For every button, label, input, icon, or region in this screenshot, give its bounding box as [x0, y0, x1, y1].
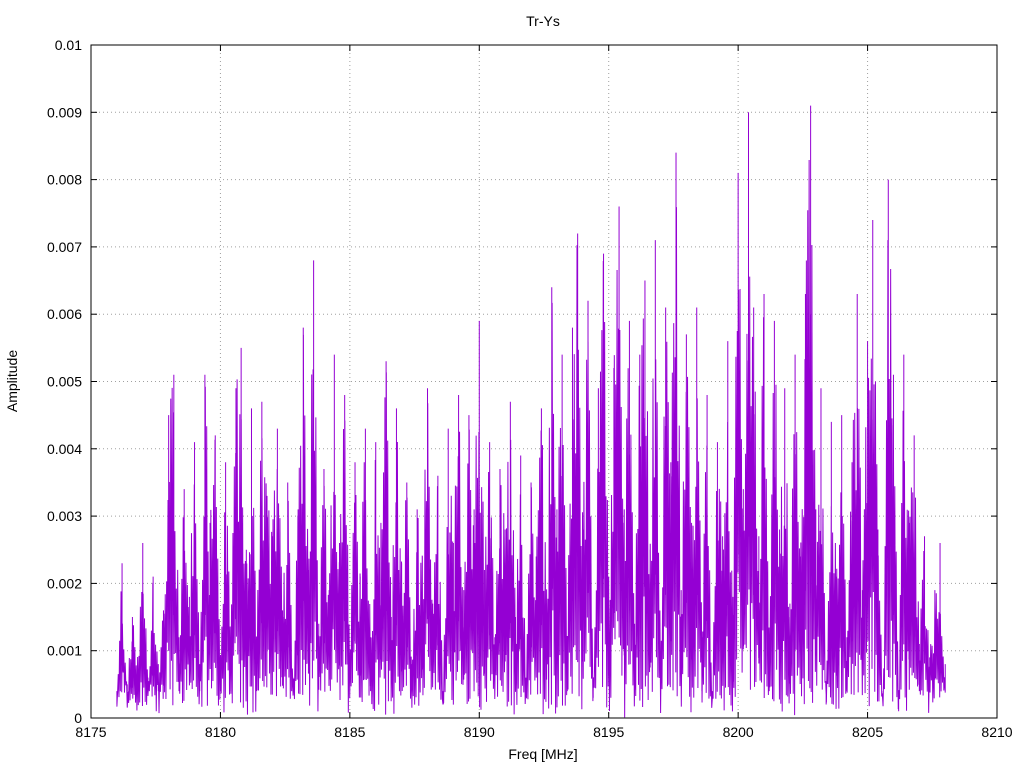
y-axis-title: Amplitude [4, 350, 20, 412]
series-line [116, 105, 946, 718]
y-tick-label: 0.008 [47, 172, 82, 188]
y-tick-label: 0.004 [47, 441, 82, 457]
x-tick-label: 8200 [723, 724, 754, 740]
chart-title: Tr-Ys [526, 13, 560, 29]
y-tick-label: 0.005 [47, 374, 82, 390]
x-tick-label: 8185 [334, 724, 365, 740]
y-tick-label: 0.002 [47, 575, 82, 591]
ticks [90, 44, 998, 719]
y-tick-label: 0.01 [55, 37, 82, 53]
x-tick-label: 8195 [593, 724, 624, 740]
y-tick-label: 0.003 [47, 508, 82, 524]
y-tick-label: 0.009 [47, 104, 82, 120]
x-tick-label: 8210 [981, 724, 1012, 740]
x-tick-label: 8190 [464, 724, 495, 740]
y-tick-label: 0.007 [47, 239, 82, 255]
y-tick-labels: 0 0.001 0.002 0.003 0.004 0.005 0.006 0.007 0.00… [47, 37, 82, 726]
y-tick-label: 0.001 [47, 643, 82, 659]
y-tick-label: 0 [74, 710, 82, 726]
x-axis-title: Freq [MHz] [508, 746, 577, 762]
x-tick-label: 8180 [205, 724, 236, 740]
x-tick-label: 8175 [75, 724, 106, 740]
series-layer [116, 105, 946, 718]
x-tick-label: 8205 [852, 724, 883, 740]
y-tick-label: 0.006 [47, 306, 82, 322]
x-tick-labels: 8175 8180 8185 8190 8195 8200 8205 8210 [75, 724, 1012, 740]
